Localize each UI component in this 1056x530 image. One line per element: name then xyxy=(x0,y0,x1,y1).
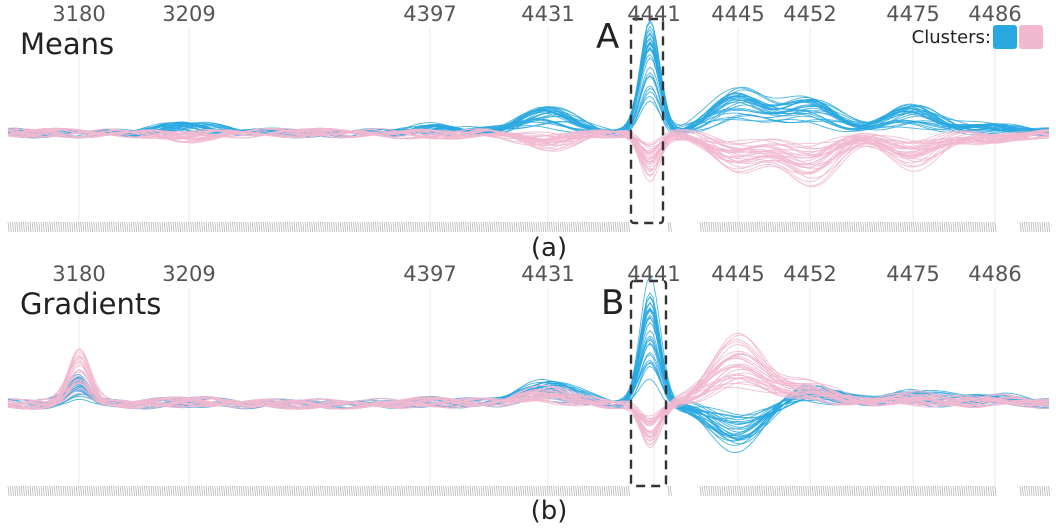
series-line xyxy=(7,316,1050,436)
series-line xyxy=(7,46,1050,139)
x-tick-4475: 4475 xyxy=(886,262,939,286)
series-line xyxy=(7,343,1050,428)
x-tick-4431: 4431 xyxy=(521,2,574,26)
series-line xyxy=(7,377,1050,419)
series-line xyxy=(7,302,1050,442)
highlight-layer xyxy=(629,17,668,488)
series-line xyxy=(7,337,1050,430)
series-line xyxy=(7,127,1050,183)
box-label-b: B xyxy=(601,283,624,323)
ruler-layer xyxy=(7,221,1051,497)
legend-label: Clusters: xyxy=(912,27,991,48)
x-tick-4452: 4452 xyxy=(783,262,836,286)
box-label-a: A xyxy=(596,17,619,57)
x-tick-4441: 4441 xyxy=(627,262,680,286)
caption-b: (b) xyxy=(531,496,568,526)
series-line xyxy=(7,386,1050,420)
ruler-segment xyxy=(7,221,630,233)
caption-a: (a) xyxy=(531,233,567,263)
x-tick-4397: 4397 xyxy=(403,262,456,286)
x-tick-labels-gradients: 3180 3209 4397 4431 4441 4445 4452 4475 4486 xyxy=(52,262,1021,286)
series-line xyxy=(7,274,1050,454)
x-tick-labels-means: 3180 3209 4397 4431 4441 4445 4452 4475 4486 xyxy=(52,2,1021,26)
series-line xyxy=(7,342,1050,430)
lines-layer xyxy=(7,19,1050,454)
series-line xyxy=(7,322,1050,435)
series-line xyxy=(7,296,1050,445)
series-line xyxy=(7,314,1050,437)
x-tick-4431: 4431 xyxy=(521,262,574,286)
x-tick-3180: 3180 xyxy=(52,262,105,286)
series-line xyxy=(7,317,1050,437)
x-tick-4445: 4445 xyxy=(711,262,764,286)
x-tick-4475: 4475 xyxy=(886,2,939,26)
x-tick-4486: 4486 xyxy=(968,2,1021,26)
series-line xyxy=(7,128,1050,157)
x-tick-3180: 3180 xyxy=(52,2,105,26)
legend-swatch-cluster-2 xyxy=(1019,25,1043,49)
series-line xyxy=(7,309,1050,440)
x-tick-3209: 3209 xyxy=(162,2,215,26)
ruler-segment xyxy=(667,485,672,497)
series-line xyxy=(7,75,1050,139)
ruler-segment xyxy=(699,221,997,233)
series-line xyxy=(8,353,1050,438)
series-line xyxy=(7,127,1050,148)
series-line xyxy=(7,332,1050,442)
panel-title-gradients: Gradients xyxy=(20,287,161,321)
x-tick-4397: 4397 xyxy=(403,2,456,26)
series-line xyxy=(7,368,1050,423)
series-line xyxy=(7,366,1050,432)
series-line xyxy=(7,339,1050,422)
x-tick-3209: 3209 xyxy=(162,262,215,286)
ruler-segment xyxy=(667,221,672,233)
series-line xyxy=(7,329,1050,433)
legend-swatch-cluster-1 xyxy=(993,25,1017,49)
series-line xyxy=(7,128,1050,149)
x-tick-4441: 4441 xyxy=(627,2,680,26)
series-line xyxy=(7,307,1050,441)
series-line xyxy=(7,308,1050,442)
series-line xyxy=(7,43,1050,138)
highlight-box-a xyxy=(629,17,665,225)
series-line xyxy=(7,309,1050,440)
x-tick-4445: 4445 xyxy=(711,2,764,26)
ruler-segment xyxy=(699,485,997,497)
panel-gradients: 3180 3209 4397 4431 4441 4445 4452 4475 4486 Gra… xyxy=(20,262,1022,526)
series-line xyxy=(7,38,1050,138)
series-line xyxy=(7,335,1050,424)
series-line xyxy=(7,307,1050,436)
panel-title-means: Means xyxy=(20,27,114,61)
legend: Clusters: xyxy=(912,25,1043,49)
ruler-segment xyxy=(1019,221,1051,233)
x-tick-4452: 4452 xyxy=(783,2,836,26)
ruler-segment xyxy=(7,485,630,497)
panel-means: 3180 3209 4397 4431 4441 4445 4452 4475 4486 Mea… xyxy=(20,2,1022,263)
series-line xyxy=(7,127,1049,157)
series-line xyxy=(7,292,1050,439)
x-tick-4486: 4486 xyxy=(968,262,1021,286)
series-line xyxy=(7,295,1050,446)
series-line xyxy=(7,48,1050,138)
series-line xyxy=(7,301,1050,439)
ruler-segment xyxy=(1019,485,1051,497)
series-line xyxy=(7,341,1050,446)
series-line xyxy=(7,33,1050,138)
